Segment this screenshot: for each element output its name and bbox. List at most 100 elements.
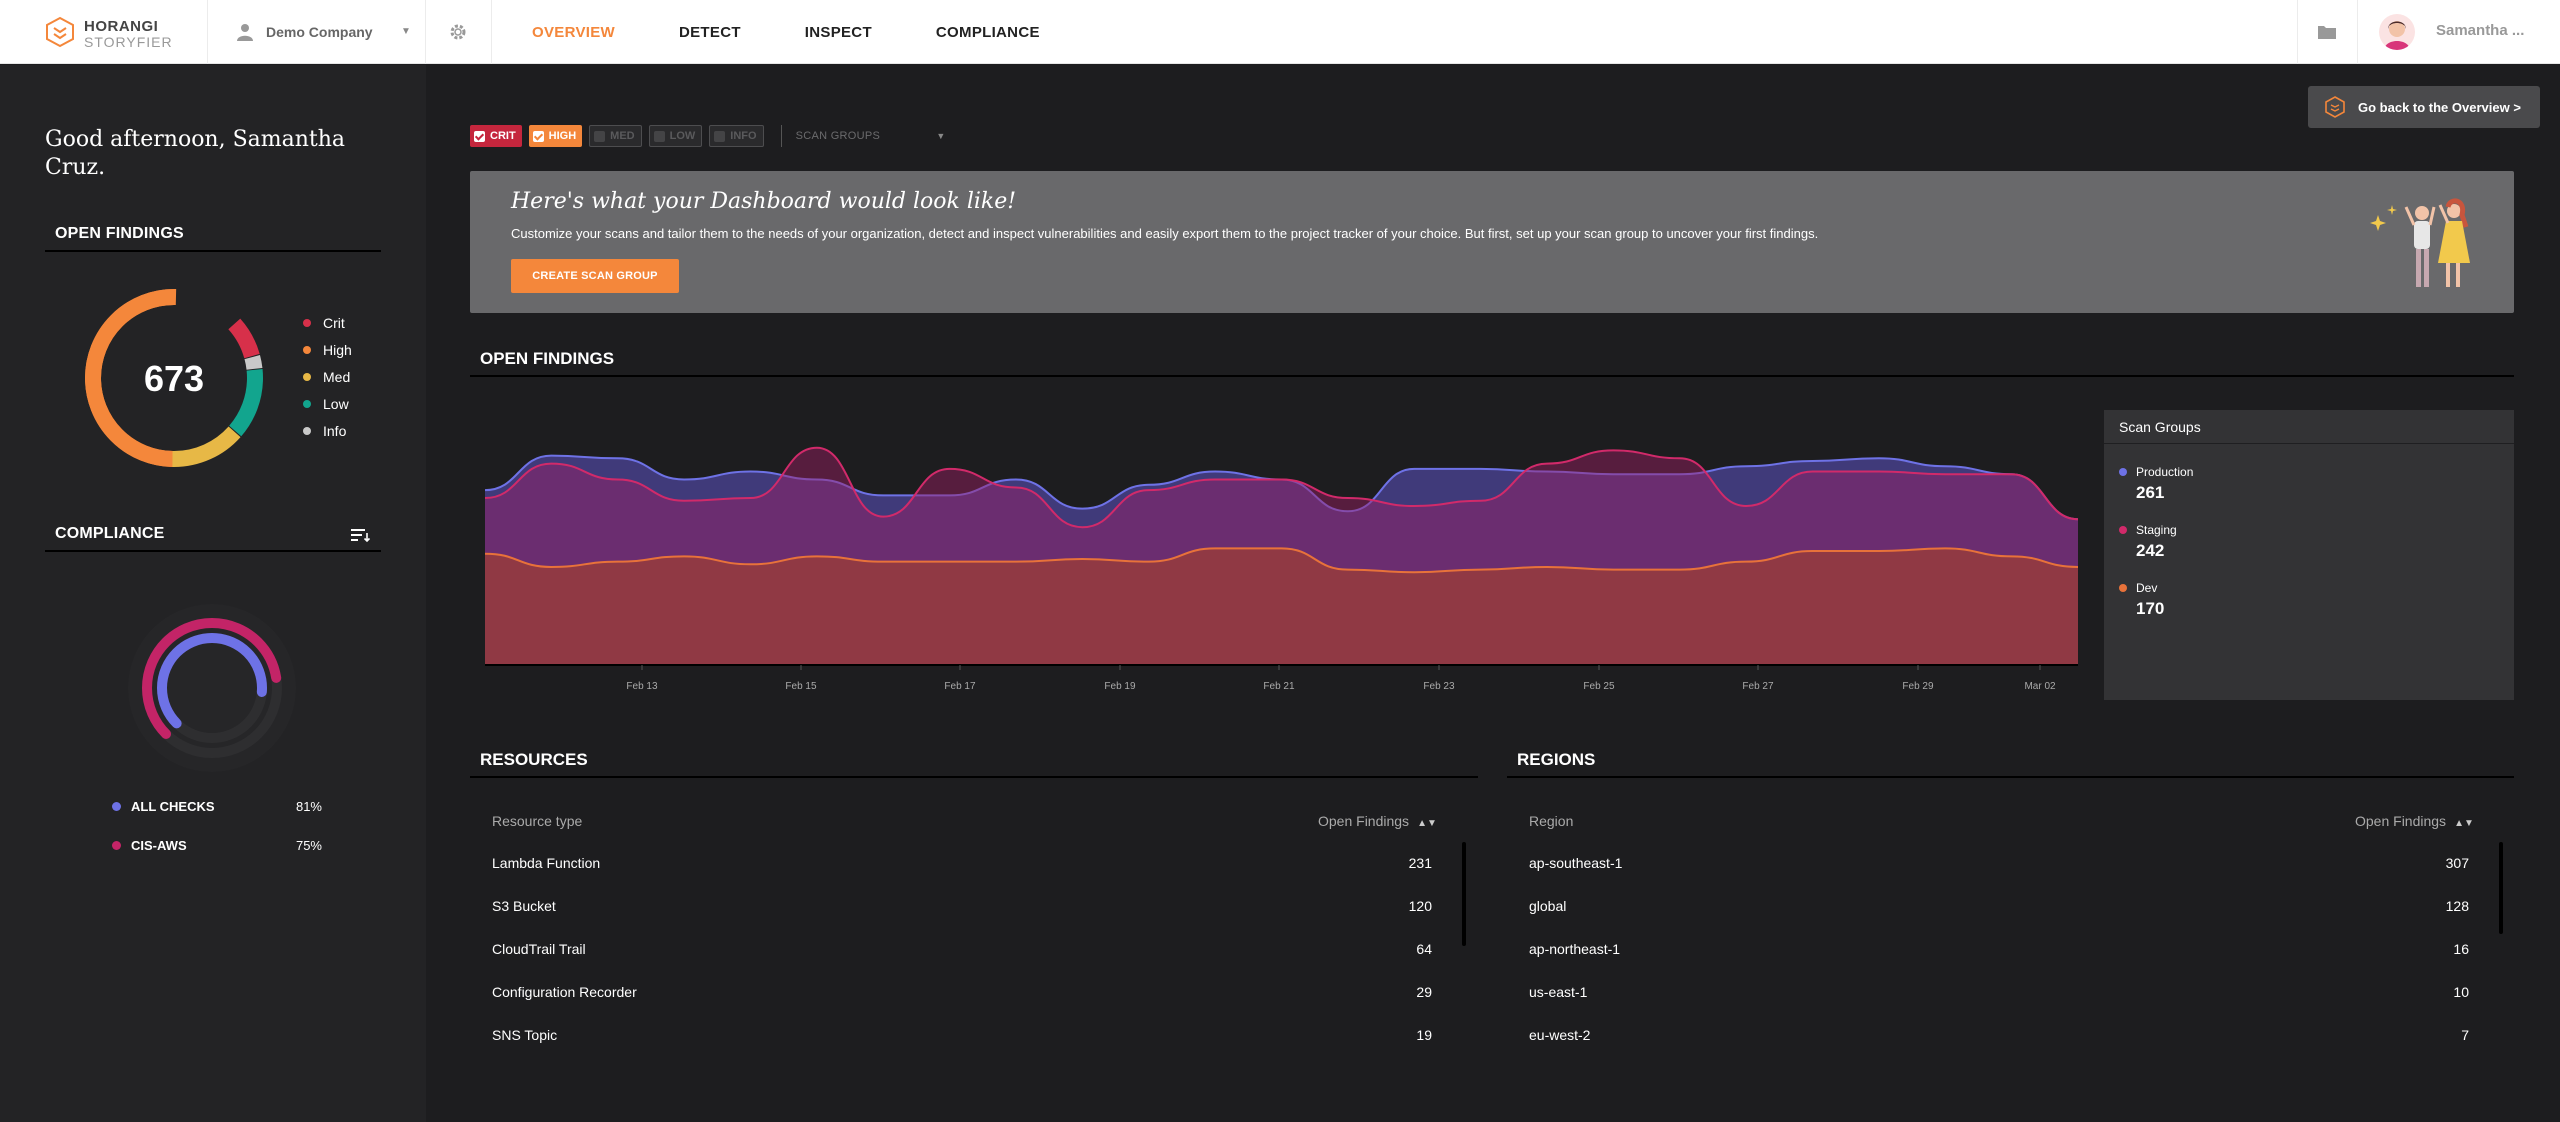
avatar[interactable] [2379, 14, 2415, 50]
donut-low-segment [85, 289, 263, 467]
x-tick-label: Feb 23 [1423, 681, 1455, 692]
table-row-name[interactable]: us-east-1 [1529, 984, 1588, 1000]
resource-type-header: Resource type [492, 813, 583, 829]
regions-scrollbar[interactable] [2499, 842, 2503, 934]
table-row-count: 16 [2453, 941, 2469, 957]
open-findings-title: OPEN FINDINGS [45, 225, 381, 252]
x-tick-label: Feb 25 [1583, 681, 1615, 692]
main-nav: OVERVIEW DETECT INSPECT COMPLIANCE [532, 0, 1104, 64]
chevron-down-icon: ▼ [936, 131, 946, 141]
legend-high: High [303, 342, 352, 358]
people-illustration-icon [2370, 198, 2470, 287]
nav-inspect[interactable]: INSPECT [804, 23, 872, 41]
logo-text: HORANGI [84, 18, 159, 35]
table-row-count: 128 [2445, 898, 2469, 914]
cis-aws-dot-icon [112, 841, 121, 850]
table-row-name[interactable]: Configuration Recorder [492, 984, 637, 1000]
table-row-name[interactable]: ap-northeast-1 [1529, 941, 1621, 957]
checkbox-icon [532, 130, 544, 142]
line-staging [484, 446, 2079, 529]
chevron-down-icon: ▼ [401, 26, 411, 37]
logo-subtext: STORYFIER [84, 34, 173, 50]
sort-filter-icon[interactable] [350, 527, 370, 543]
go-back-overview-button[interactable]: Go back to the Overview > [2308, 86, 2540, 128]
dev-dot-icon [2119, 584, 2127, 592]
gear-icon[interactable] [448, 22, 468, 42]
company-selector[interactable]: Demo Company ▼ [236, 20, 411, 44]
banner-title: Here's what your Dashboard would look li… [511, 189, 1017, 214]
line-dev [484, 547, 2079, 574]
horangi-logo[interactable]: HORANGI STORYFIER [44, 14, 204, 50]
nav-detect[interactable]: DETECT [678, 23, 741, 41]
table-row-name[interactable]: Lambda Function [492, 855, 601, 871]
med-dot-icon [303, 373, 311, 381]
scan-group-staging: Staging 242 [2119, 523, 2177, 561]
x-tick-label: Feb 15 [785, 681, 817, 692]
filter-low[interactable]: LOW [648, 125, 703, 147]
legend-info: Info [303, 423, 346, 439]
filter-info[interactable]: INFO [709, 125, 764, 147]
sidebar: Good afternoon, Samantha Cruz. OPEN FIND… [0, 65, 426, 1122]
info-dot-icon [303, 427, 311, 435]
low-dot-icon [303, 400, 311, 408]
resources-scrollbar[interactable] [1462, 842, 1466, 946]
table-row-count: 64 [1416, 941, 1432, 957]
production-dot-icon [2119, 468, 2127, 476]
compliance-rings [128, 604, 296, 772]
filter-med[interactable]: MED [589, 125, 642, 147]
regions-title: REGIONS [1507, 750, 2514, 778]
nav-compliance[interactable]: COMPLIANCE [935, 23, 1040, 41]
all-checks-dot-icon [112, 802, 121, 811]
donut-high-segment-2 [85, 289, 263, 467]
top-bar: HORANGI STORYFIER Demo Company ▼ OVERVIE… [0, 0, 2560, 64]
tiger-logo-icon [46, 16, 74, 48]
table-row-name[interactable]: SNS Topic [492, 1027, 558, 1043]
divider [2357, 0, 2358, 64]
donut-med-segment [85, 289, 263, 467]
table-row-count: 307 [2445, 855, 2469, 871]
company-name: Demo Company [266, 24, 373, 40]
staging-dot-icon [2119, 526, 2127, 534]
resources-findings-header[interactable]: Open Findings ▲▼ [1318, 813, 1437, 829]
region-header: Region [1529, 813, 1574, 829]
username[interactable]: Samantha ... [2436, 22, 2525, 39]
x-tick-label: Feb 29 [1902, 681, 1934, 692]
x-tick-label: Mar 02 [2024, 681, 2056, 692]
scan-groups-dropdown[interactable]: SCAN GROUPS ▼ [795, 130, 946, 142]
table-row-name[interactable]: CloudTrail Trail [492, 941, 586, 957]
banner-text: Customize your scans and tailor them to … [511, 226, 1819, 241]
table-row-name[interactable]: eu-west-2 [1529, 1027, 1591, 1043]
scan-group-dev: Dev 170 [2119, 581, 2164, 619]
open-findings-chart-title: OPEN FINDINGS [470, 349, 2514, 377]
open-findings-donut [85, 289, 263, 467]
sort-icon: ▲▼ [1417, 818, 1437, 829]
divider [425, 0, 426, 64]
open-findings-total: 673 [143, 358, 205, 399]
create-scan-group-button[interactable]: CREATE SCAN GROUP [511, 259, 679, 293]
resources-title: RESOURCES [470, 750, 1478, 778]
folder-icon[interactable] [2318, 24, 2336, 39]
table-row-name[interactable]: global [1529, 898, 1567, 914]
legend-crit: Crit [303, 315, 345, 331]
x-tick-label: Feb 19 [1104, 681, 1136, 692]
checkbox-icon [594, 130, 606, 142]
regions-findings-header[interactable]: Open Findings ▲▼ [2355, 813, 2474, 829]
x-tick-label: Feb 13 [626, 681, 658, 692]
table-row-name[interactable]: S3 Bucket [492, 898, 556, 914]
table-row-count: 7 [2461, 1027, 2469, 1043]
greeting: Good afternoon, Samantha Cruz. [45, 127, 346, 180]
nav-overview[interactable]: OVERVIEW [532, 23, 615, 41]
table-row-name[interactable]: ap-southeast-1 [1529, 855, 1623, 871]
divider [491, 0, 492, 64]
filter-high[interactable]: HIGH [528, 125, 583, 147]
checkbox-icon [714, 130, 726, 142]
severity-filters: CRIT HIGH MED LOW INFO SCAN GROUPS ▼ [470, 125, 946, 147]
all-checks-ring [156, 633, 267, 743]
divider [780, 125, 782, 147]
table-row-count: 19 [1416, 1027, 1432, 1043]
x-tick-label: Feb 17 [944, 681, 976, 692]
legend-low: Low [303, 396, 349, 412]
filter-crit[interactable]: CRIT [470, 125, 522, 147]
table-row-count: 29 [1416, 984, 1432, 1000]
checkbox-icon [474, 130, 485, 142]
